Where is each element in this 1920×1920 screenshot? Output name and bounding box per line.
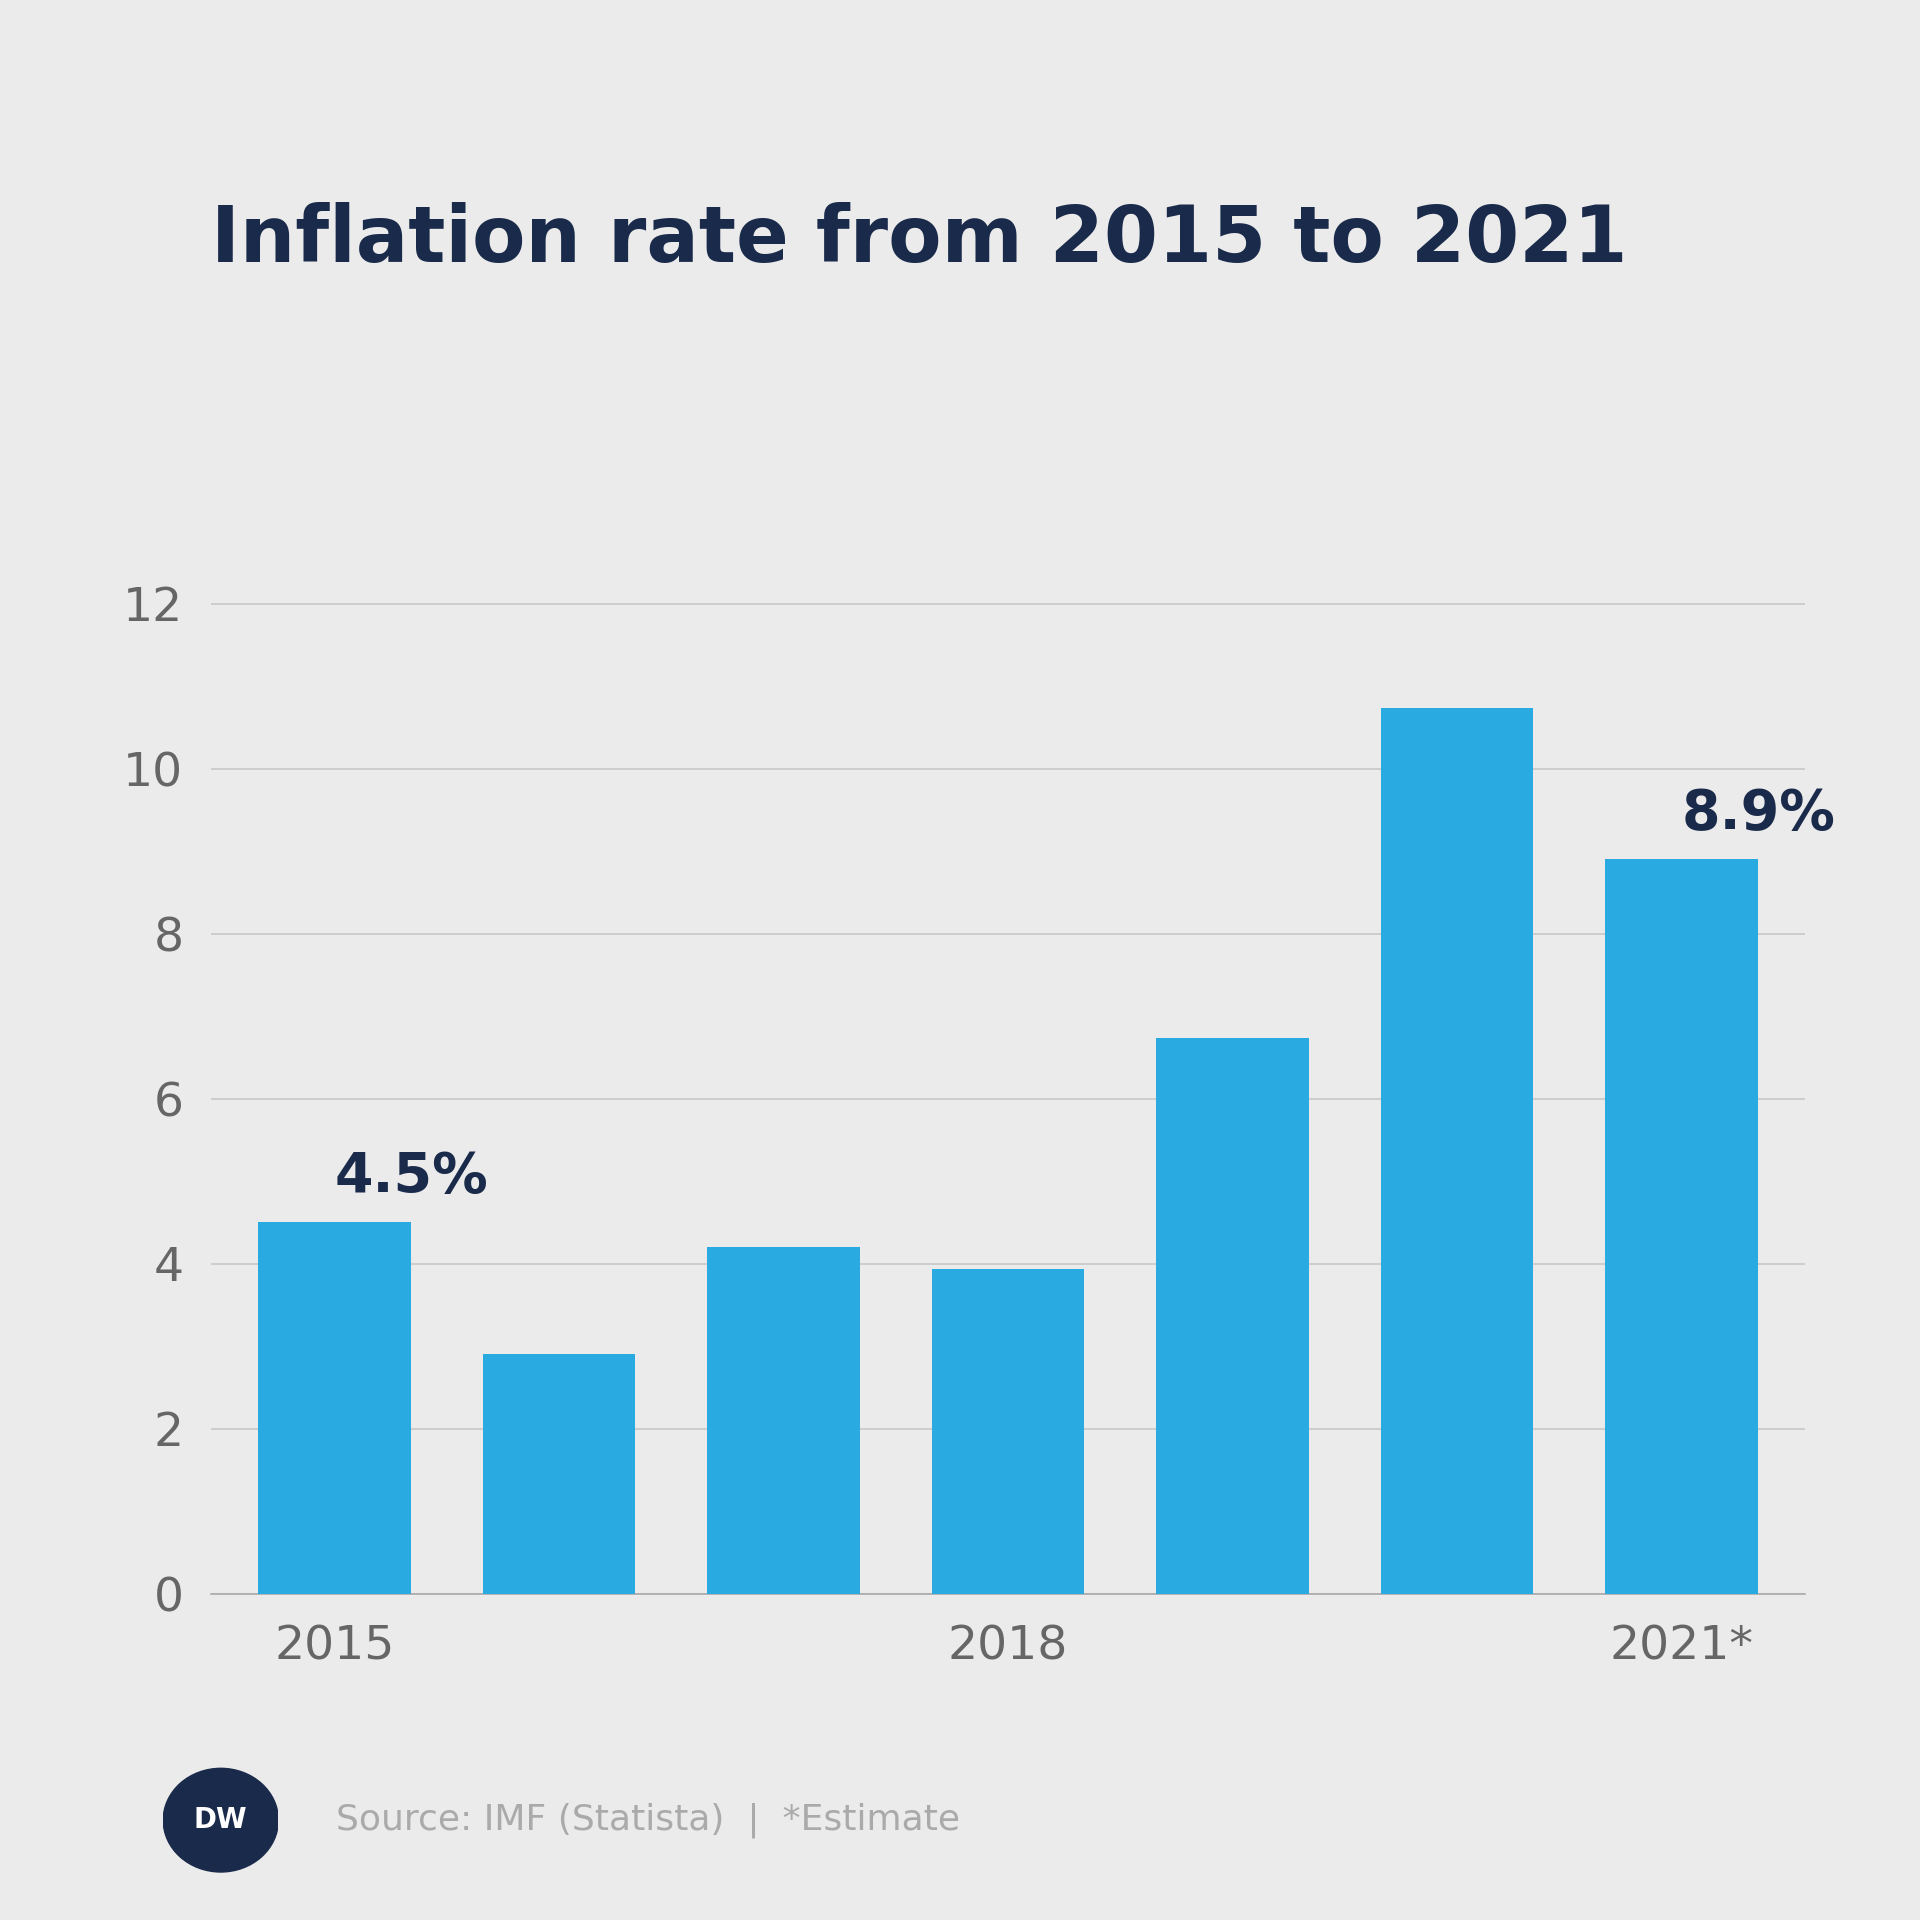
Bar: [1156, 1037, 1309, 1594]
Text: 4.5%: 4.5%: [334, 1150, 488, 1204]
Bar: [482, 1354, 636, 1594]
Text: Source: IMF (Statista)  |  *Estimate: Source: IMF (Statista) | *Estimate: [336, 1803, 960, 1837]
Ellipse shape: [163, 1768, 278, 1872]
Bar: [1380, 708, 1534, 1594]
Text: 8.9%: 8.9%: [1682, 787, 1836, 841]
Text: Inflation rate from 2015 to 2021: Inflation rate from 2015 to 2021: [211, 202, 1628, 278]
Text: DW: DW: [194, 1807, 248, 1834]
Bar: [931, 1269, 1085, 1594]
Bar: [707, 1248, 860, 1594]
Bar: [259, 1223, 411, 1594]
Bar: [1605, 860, 1757, 1594]
